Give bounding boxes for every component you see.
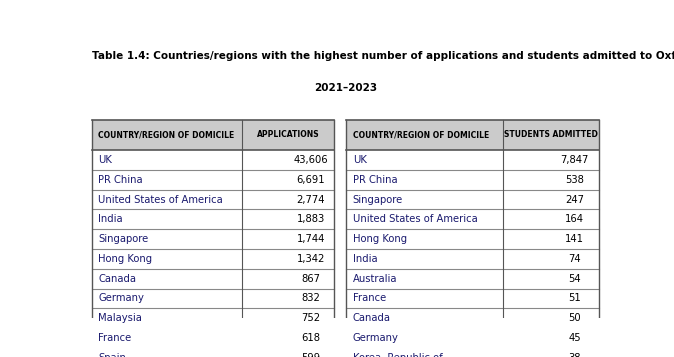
Text: UK: UK <box>353 155 367 165</box>
Text: UK: UK <box>98 155 113 165</box>
Text: Hong Kong: Hong Kong <box>98 254 152 264</box>
Text: PR China: PR China <box>98 175 143 185</box>
Text: 618: 618 <box>301 333 320 343</box>
Text: Australia: Australia <box>353 274 397 284</box>
Text: COUNTRY/REGION OF DOMICILE: COUNTRY/REGION OF DOMICILE <box>353 130 489 140</box>
Text: 867: 867 <box>301 274 320 284</box>
Text: France: France <box>353 293 386 303</box>
Text: Germany: Germany <box>98 293 144 303</box>
Text: Germany: Germany <box>353 333 398 343</box>
Text: Singapore: Singapore <box>98 234 148 244</box>
Text: 7,847: 7,847 <box>561 155 589 165</box>
Text: 1,744: 1,744 <box>297 234 325 244</box>
Text: India: India <box>353 254 377 264</box>
Text: COUNTRY/REGION OF DOMICILE: COUNTRY/REGION OF DOMICILE <box>98 130 235 140</box>
Text: 74: 74 <box>568 254 581 264</box>
Text: 752: 752 <box>301 313 321 323</box>
Text: 2,774: 2,774 <box>297 195 326 205</box>
Bar <box>346 120 599 150</box>
Text: STUDENTS ADMITTED: STUDENTS ADMITTED <box>504 130 598 140</box>
Text: 6,691: 6,691 <box>297 175 326 185</box>
Text: 38: 38 <box>569 353 581 357</box>
Text: France: France <box>98 333 131 343</box>
Text: 141: 141 <box>565 234 584 244</box>
Text: 599: 599 <box>301 353 321 357</box>
Text: 832: 832 <box>301 293 320 303</box>
Text: Malaysia: Malaysia <box>98 313 142 323</box>
Text: United States of America: United States of America <box>98 195 223 205</box>
Text: 51: 51 <box>568 293 581 303</box>
Text: Hong Kong: Hong Kong <box>353 234 407 244</box>
Text: 164: 164 <box>565 214 584 224</box>
Text: 538: 538 <box>565 175 584 185</box>
Text: United States of America: United States of America <box>353 214 477 224</box>
Text: Canada: Canada <box>98 274 136 284</box>
Text: Singapore: Singapore <box>353 195 403 205</box>
Text: Korea, Republic of: Korea, Republic of <box>353 353 443 357</box>
Text: PR China: PR China <box>353 175 398 185</box>
Text: 2021–2023: 2021–2023 <box>314 83 377 93</box>
Bar <box>92 120 334 150</box>
Text: 54: 54 <box>568 274 581 284</box>
Text: 50: 50 <box>568 313 581 323</box>
Text: Canada: Canada <box>353 313 391 323</box>
Text: India: India <box>98 214 123 224</box>
Text: 1,342: 1,342 <box>297 254 325 264</box>
Text: 45: 45 <box>568 333 581 343</box>
Text: 1,883: 1,883 <box>297 214 325 224</box>
Text: 43,606: 43,606 <box>294 155 328 165</box>
Text: APPLICATIONS: APPLICATIONS <box>257 130 319 140</box>
Text: Spain: Spain <box>98 353 126 357</box>
Text: 247: 247 <box>565 195 584 205</box>
Text: Table 1.4: Countries/regions with the highest number of applications and student: Table 1.4: Countries/regions with the hi… <box>92 51 674 61</box>
